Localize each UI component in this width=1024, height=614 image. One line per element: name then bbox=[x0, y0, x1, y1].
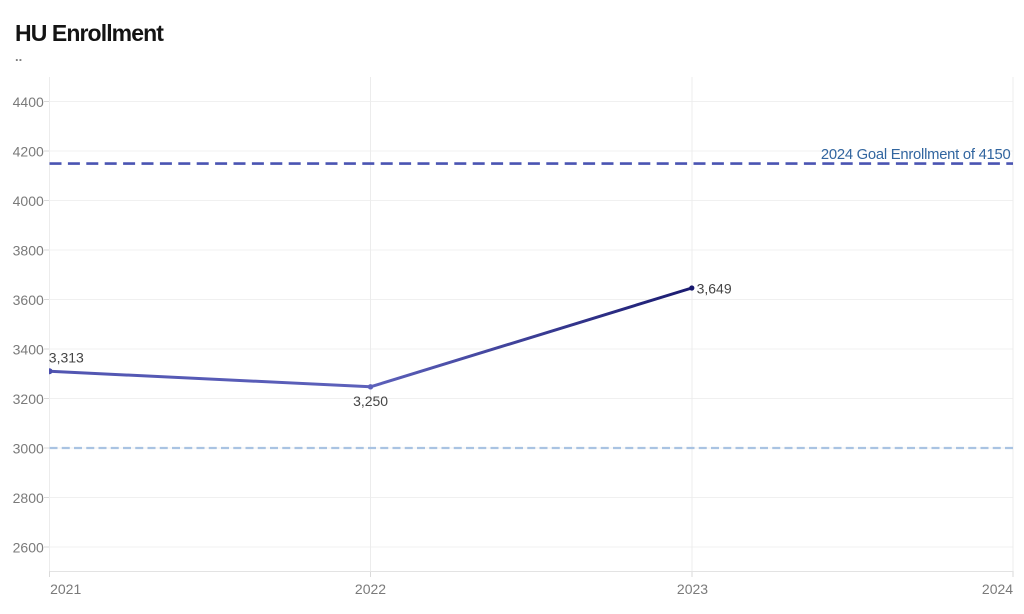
svg-text:2600: 2600 bbox=[13, 540, 44, 556]
svg-text:2023: 2023 bbox=[677, 581, 708, 597]
svg-text:2021: 2021 bbox=[50, 581, 81, 597]
svg-text:3600: 3600 bbox=[13, 292, 44, 308]
svg-text:3400: 3400 bbox=[13, 342, 44, 358]
svg-text:4200: 4200 bbox=[13, 144, 44, 160]
svg-text:4400: 4400 bbox=[13, 94, 44, 110]
svg-text:4000: 4000 bbox=[13, 193, 44, 209]
svg-text:3,649: 3,649 bbox=[697, 281, 732, 297]
svg-text:2024: 2024 bbox=[982, 581, 1013, 597]
svg-text:2024 Goal Enrollment of 4150: 2024 Goal Enrollment of 4150 bbox=[821, 147, 1011, 163]
svg-text:3800: 3800 bbox=[13, 243, 44, 259]
svg-text:3,313: 3,313 bbox=[49, 350, 84, 366]
svg-text:2800: 2800 bbox=[13, 490, 44, 506]
svg-text:2022: 2022 bbox=[355, 581, 386, 597]
svg-text:3000: 3000 bbox=[13, 441, 44, 457]
svg-text:3200: 3200 bbox=[13, 391, 44, 407]
svg-text:3,250: 3,250 bbox=[353, 393, 388, 409]
